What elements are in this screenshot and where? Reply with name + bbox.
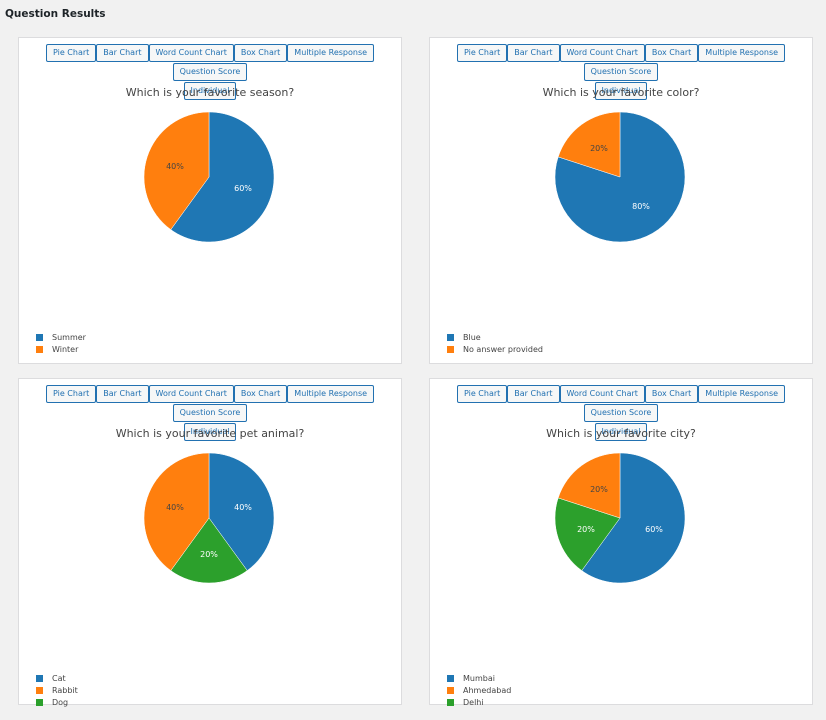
legend-item-winter[interactable]: Winter xyxy=(36,343,86,355)
chart-panel: Pie Chart Bar Chart Word Count Chart Box Ch… xyxy=(18,378,402,708)
legend-item-mumbai[interactable]: Mumbai xyxy=(447,672,511,684)
tab-box-chart[interactable]: Box Chart xyxy=(233,385,288,403)
legend-swatch xyxy=(447,333,454,341)
tab-pie-chart[interactable]: Pie Chart xyxy=(45,385,97,403)
pie-slice-dog[interactable] xyxy=(170,517,248,584)
chart-title: Which is your favorite season? xyxy=(125,86,295,99)
page-title: Question Results xyxy=(5,8,106,20)
pie-slice-delhi[interactable] xyxy=(554,497,621,571)
legend-label: Summer xyxy=(52,332,86,342)
tab-individual[interactable]: Individual xyxy=(183,423,237,441)
pie-chart: 60% 20% 20% xyxy=(554,452,686,584)
tab-bar-chart[interactable]: Bar Chart xyxy=(507,44,560,62)
pie-slice-summer[interactable] xyxy=(170,111,275,243)
legend-swatch xyxy=(36,333,43,341)
legend-label: Winter xyxy=(52,344,79,354)
chart-title: Which is your favorite pet animal? xyxy=(115,427,305,440)
pie-slice-mumbai[interactable] xyxy=(581,452,686,584)
chart-type-toolbar: Pie Chart Bar Chart Word Count Chart Box Ch… xyxy=(430,385,812,442)
chart-type-toolbar: Pie Chart Bar Chart Word Count Chart Box Ch… xyxy=(430,44,812,101)
legend-item-delhi[interactable]: Delhi xyxy=(447,696,511,708)
legend-item-blue[interactable]: Blue xyxy=(447,331,543,343)
legend-swatch xyxy=(447,345,454,353)
pie-slice-cat[interactable] xyxy=(208,452,275,571)
tab-bar-chart[interactable]: Bar Chart xyxy=(96,44,149,62)
tab-multiple-response[interactable]: Multiple Response xyxy=(698,44,786,62)
chart-panel: Pie Chart Bar Chart Word Count Chart Box Ch… xyxy=(18,37,402,364)
legend-swatch xyxy=(447,698,454,706)
pie-slice-winter[interactable] xyxy=(143,111,210,230)
chart-type-toolbar: Pie Chart Bar Chart Word Count Chart Box Ch… xyxy=(19,385,401,442)
legend-swatch xyxy=(36,345,43,353)
legend-label: Rabbit xyxy=(52,685,78,695)
tab-word-count-chart[interactable]: Word Count Chart xyxy=(559,385,645,403)
chart-panel: Pie Chart Bar Chart Word Count Chart Box Ch… xyxy=(429,37,813,364)
legend-label: Blue xyxy=(463,332,481,342)
tab-word-count-chart[interactable]: Word Count Chart xyxy=(148,385,234,403)
pie-chart: 60% 40% xyxy=(143,111,275,243)
pie-chart: 80% 20% xyxy=(554,111,686,243)
pie-label-summer: 60% xyxy=(234,184,252,193)
legend-swatch xyxy=(36,674,43,682)
pie-label-no-answer-provided: 20% xyxy=(590,144,608,153)
tab-multiple-response[interactable]: Multiple Response xyxy=(287,385,375,403)
legend-label: No answer provided xyxy=(463,344,543,354)
chart-title: Which is your favorite color? xyxy=(542,86,700,99)
pie-label-mumbai: 60% xyxy=(645,525,663,534)
tab-individual[interactable]: Individual xyxy=(594,423,648,441)
pie-label-winter: 40% xyxy=(166,162,184,171)
tab-question-score[interactable]: Question Score xyxy=(583,63,659,81)
tab-individual[interactable]: Individual xyxy=(594,82,648,100)
legend-swatch xyxy=(36,698,43,706)
legend-label: Mumbai xyxy=(463,673,495,683)
pie-slice-ahmedabad[interactable] xyxy=(557,452,621,519)
chart-legend: Cat Rabbit Dog xyxy=(36,672,78,708)
legend-swatch xyxy=(36,686,43,694)
pie-label-ahmedabad: 20% xyxy=(590,485,608,494)
chart-title: Which is your favorite city? xyxy=(546,427,696,440)
tab-word-count-chart[interactable]: Word Count Chart xyxy=(148,44,234,62)
tab-box-chart[interactable]: Box Chart xyxy=(233,44,288,62)
chart-panel: Pie Chart Bar Chart Word Count Chart Box Ch… xyxy=(429,378,813,708)
legend-item-rabbit[interactable]: Rabbit xyxy=(36,684,78,696)
pie-slice-no-answer-provided[interactable] xyxy=(557,111,621,178)
legend-label: Ahmedabad xyxy=(463,685,512,695)
tab-multiple-response[interactable]: Multiple Response xyxy=(698,385,786,403)
pie-label-cat: 40% xyxy=(234,503,252,512)
pie-label-delhi: 20% xyxy=(577,525,595,534)
legend-item-ahmedabad[interactable]: Ahmedabad xyxy=(447,684,511,696)
legend-swatch xyxy=(447,686,454,694)
tab-question-score[interactable]: Question Score xyxy=(172,404,248,422)
tab-individual[interactable]: Individual xyxy=(183,82,237,100)
tab-question-score[interactable]: Question Score xyxy=(172,63,248,81)
legend-item-summer[interactable]: Summer xyxy=(36,331,86,343)
chart-legend: Summer Winter xyxy=(36,331,86,355)
pie-slice-blue[interactable] xyxy=(554,111,686,243)
tab-word-count-chart[interactable]: Word Count Chart xyxy=(559,44,645,62)
pie-chart: 40% 20% 40% xyxy=(143,452,275,584)
legend-label: Dog xyxy=(52,697,69,707)
pie-label-rabbit: 40% xyxy=(166,503,184,512)
pie-label-blue: 80% xyxy=(632,202,650,211)
legend-swatch xyxy=(447,674,454,682)
tab-bar-chart[interactable]: Bar Chart xyxy=(507,385,560,403)
chart-type-toolbar: Pie Chart Bar Chart Word Count Chart Box Ch… xyxy=(19,44,401,101)
tab-pie-chart[interactable]: Pie Chart xyxy=(456,385,508,403)
tab-multiple-response[interactable]: Multiple Response xyxy=(287,44,375,62)
chart-legend: Blue No answer provided xyxy=(447,331,543,355)
legend-label: Delhi xyxy=(463,697,484,707)
tab-pie-chart[interactable]: Pie Chart xyxy=(456,44,508,62)
tab-pie-chart[interactable]: Pie Chart xyxy=(45,44,97,62)
legend-label: Cat xyxy=(52,673,66,683)
pie-label-dog: 20% xyxy=(200,550,218,559)
legend-item-no-answer-provided[interactable]: No answer provided xyxy=(447,343,543,355)
legend-item-cat[interactable]: Cat xyxy=(36,672,78,684)
chart-legend: Mumbai Ahmedabad Delhi xyxy=(447,672,511,708)
tab-box-chart[interactable]: Box Chart xyxy=(644,44,699,62)
tab-question-score[interactable]: Question Score xyxy=(583,404,659,422)
legend-item-dog[interactable]: Dog xyxy=(36,696,78,708)
pie-slice-rabbit[interactable] xyxy=(143,452,210,571)
tab-bar-chart[interactable]: Bar Chart xyxy=(96,385,149,403)
tab-box-chart[interactable]: Box Chart xyxy=(644,385,699,403)
